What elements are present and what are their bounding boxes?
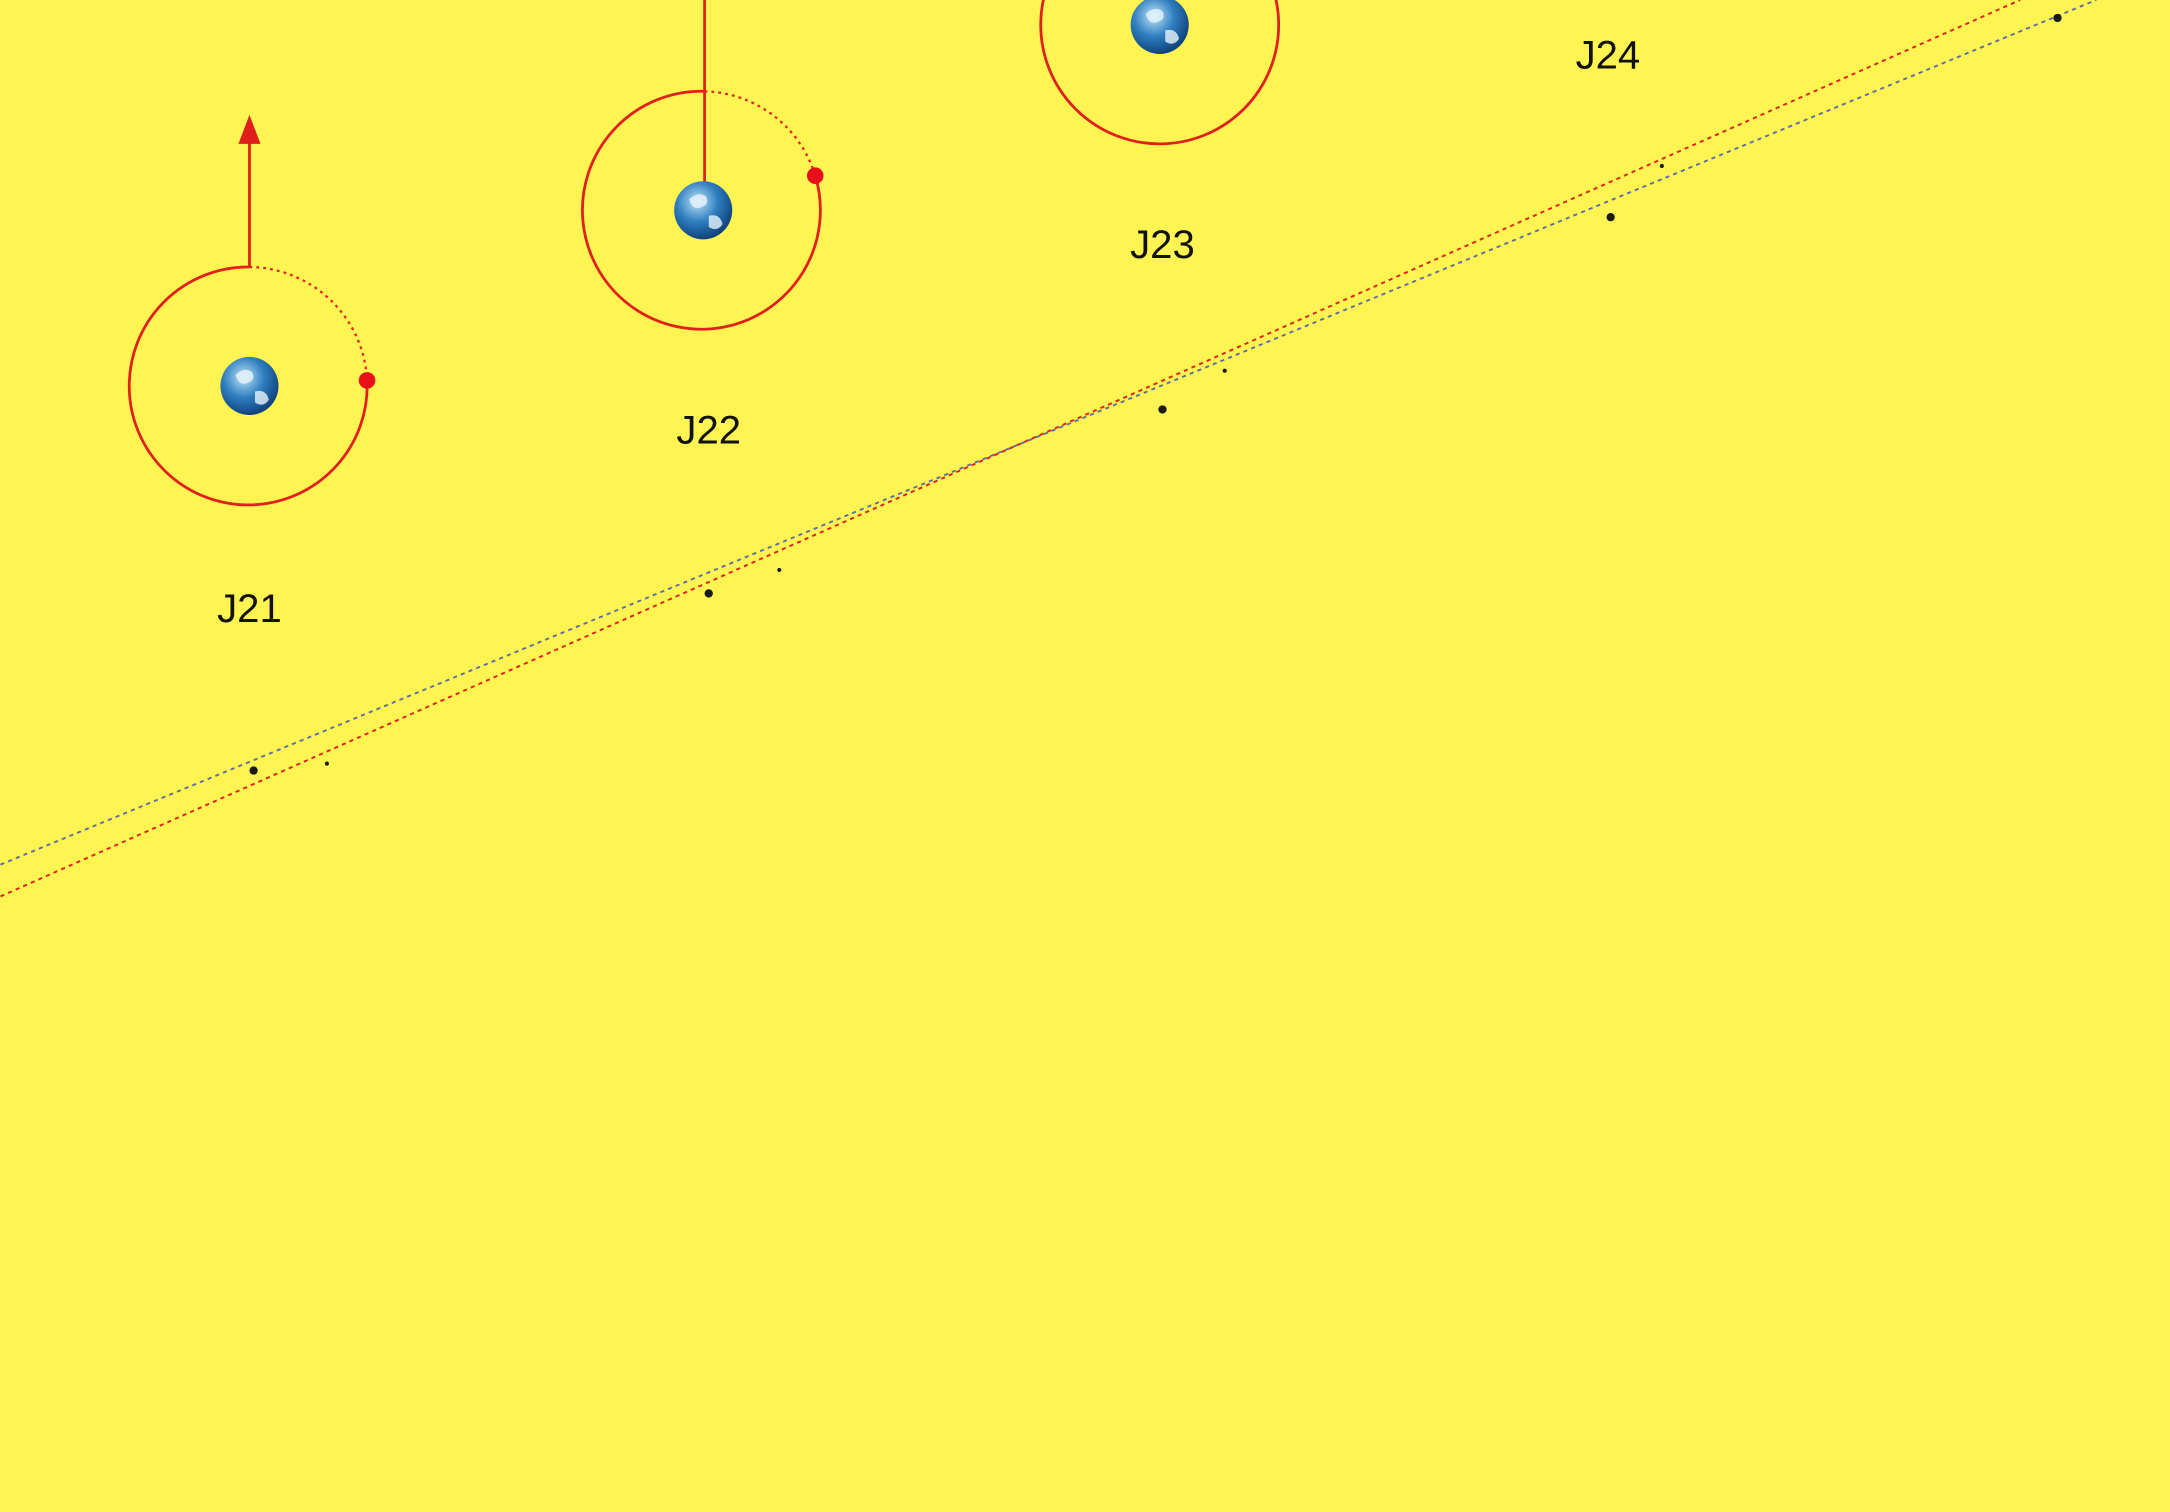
day-label: J21 bbox=[217, 587, 282, 631]
page: J21 J22 J23 J24 (() => { const data = JS… bbox=[0, 0, 2170, 1512]
day-label: J22 bbox=[676, 409, 741, 453]
day-label: J24 bbox=[1576, 34, 1641, 78]
day-label: J23 bbox=[1130, 223, 1195, 267]
background bbox=[0, 0, 2169, 1512]
diagram: J21 J22 J23 J24 bbox=[0, 0, 2170, 1512]
